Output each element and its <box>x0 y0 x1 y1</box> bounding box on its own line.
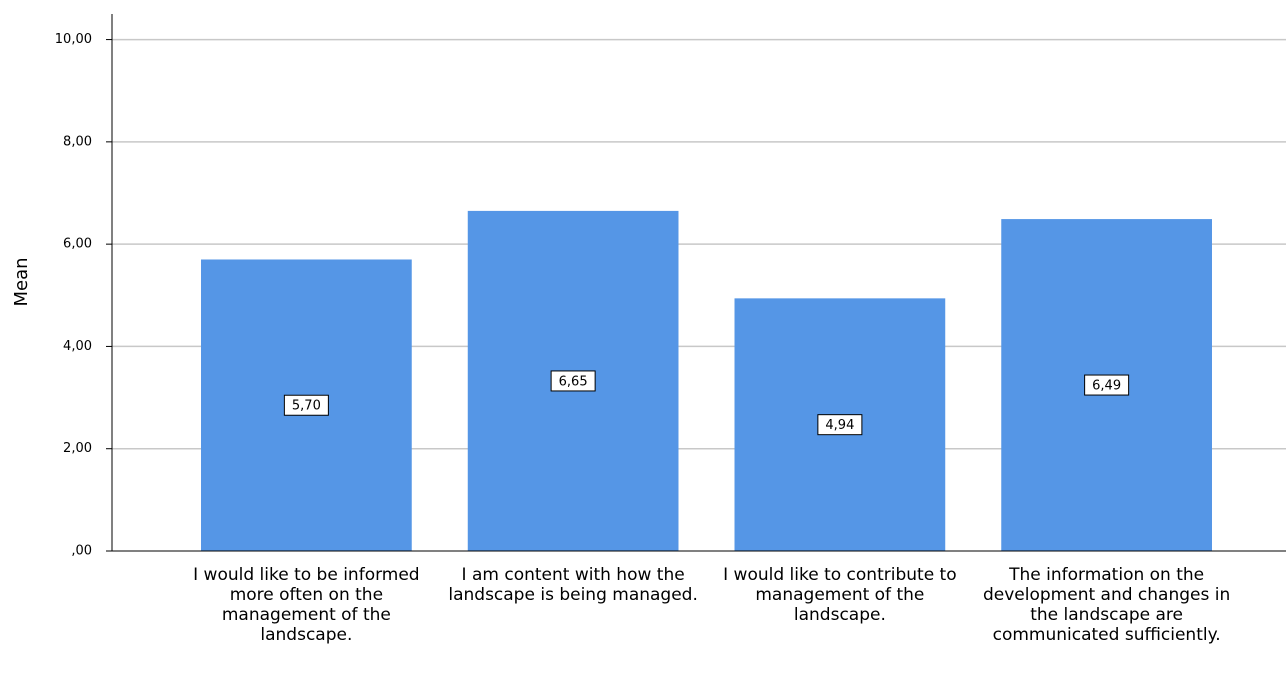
value-label-box <box>550 370 596 392</box>
value-label-box <box>283 394 329 416</box>
y-tick-label: 2,00 <box>63 441 92 456</box>
value-label: 4,94 <box>825 418 854 433</box>
value-label: 6,49 <box>1092 379 1121 394</box>
y-tick-label: 6,00 <box>63 237 92 252</box>
y-tick-label: 8,00 <box>63 134 92 149</box>
value-label-box <box>817 414 863 436</box>
y-tick-label: 10,00 <box>55 32 92 47</box>
x-tick-label: I am content with how the landscape is b… <box>448 565 698 605</box>
x-tick-label: I would like to be informed more often o… <box>193 565 420 645</box>
value-label-box <box>1084 374 1130 396</box>
y-tick-label: 4,00 <box>63 339 92 354</box>
x-tick-label: The information on the development and c… <box>982 565 1231 645</box>
x-tick-label: I would like to contribute to management… <box>723 565 957 625</box>
y-axis-label: Mean <box>11 257 32 306</box>
value-label: 5,70 <box>292 399 321 414</box>
value-label: 6,65 <box>559 374 588 389</box>
y-tick-label: ,00 <box>71 544 92 559</box>
